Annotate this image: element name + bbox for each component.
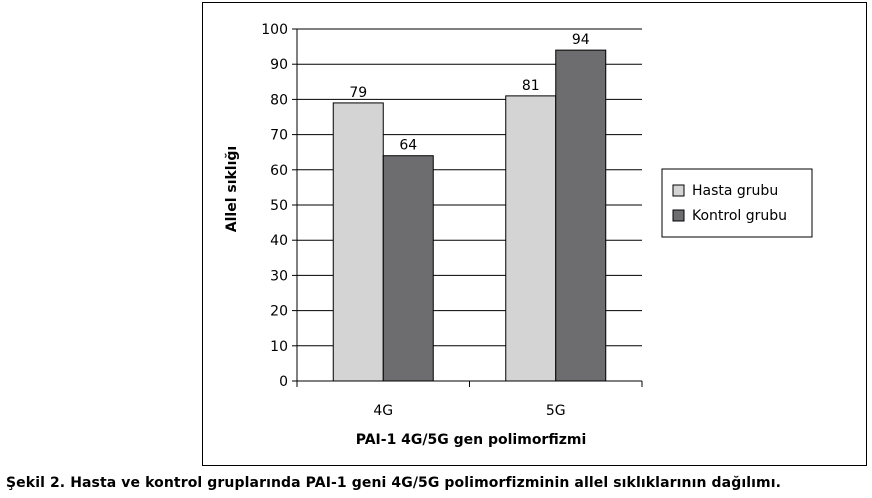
bar-5G-1 — [555, 49, 607, 382]
legend: Hasta grubu Kontrol grubu — [661, 168, 813, 238]
y-tick-label: 100 — [261, 22, 288, 38]
y-tick-label: 80 — [270, 92, 288, 108]
bar-4G-0 — [332, 102, 384, 382]
y-tick-label: 70 — [270, 128, 288, 144]
y-tick-label: 90 — [270, 57, 288, 73]
data-label: 94 — [572, 32, 590, 48]
figure-caption: Şekil 2. Hasta ve kontrol gruplarında PA… — [6, 475, 782, 491]
legend-label-hasta: Hasta grubu — [692, 183, 778, 199]
legend-label-kontrol: Kontrol grubu — [692, 208, 787, 224]
y-tick-label: 60 — [270, 163, 288, 179]
legend-box — [661, 168, 813, 238]
bar-chart: 79 64 81 94 0 10 20 30 40 50 60 70 80 90 100 4G 5G Alle… — [202, 2, 867, 466]
bar-4G-1 — [382, 155, 434, 382]
y-tick-label: 50 — [270, 198, 288, 214]
y-tick-label: 20 — [270, 304, 288, 320]
x-tick-label: 5G — [546, 403, 566, 419]
legend-swatch-kontrol — [672, 209, 685, 222]
x-tick-label: 4G — [373, 403, 393, 419]
bar-5G-0 — [505, 95, 557, 382]
y-tick-label: 40 — [270, 233, 288, 249]
y-axis-label: Allel sıklığı — [224, 146, 240, 232]
y-tick-label: 10 — [270, 339, 288, 355]
y-tick-label: 30 — [270, 268, 288, 284]
data-label: 64 — [399, 138, 417, 154]
data-label: 81 — [522, 78, 540, 94]
bars: 79 64 81 94 — [332, 32, 607, 382]
data-label: 79 — [349, 85, 367, 101]
x-axis-label: PAI-1 4G/5G gen polimorfizmi — [356, 432, 587, 448]
y-tick-label: 0 — [279, 374, 288, 390]
axes: 0 10 20 30 40 50 60 70 80 90 100 4G 5G — [261, 22, 643, 419]
legend-swatch-hasta — [672, 184, 685, 197]
chart-figure: 79 64 81 94 0 10 20 30 40 50 60 70 80 90 100 4G 5G Alle… — [202, 2, 867, 466]
